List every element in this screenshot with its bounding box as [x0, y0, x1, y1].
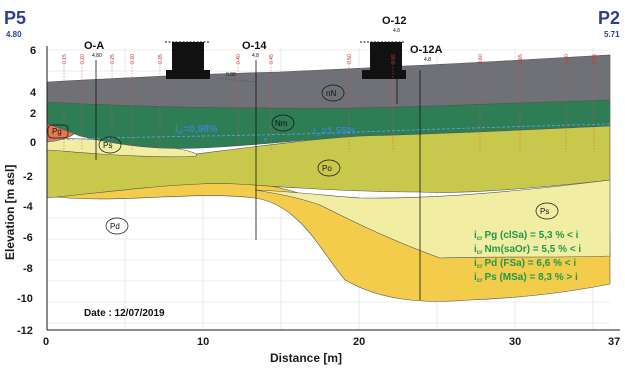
label-Pd: Pd	[110, 222, 120, 231]
red-values: 0.15 0.20 0.25 0.30 0.35 0.40 0.45 0.50 …	[62, 54, 598, 64]
y-tick: 0	[30, 137, 36, 149]
label-Ps-top: Ps	[103, 141, 112, 150]
y-tick: -10	[17, 293, 33, 305]
label-Po: Po	[322, 164, 332, 173]
red-value: 0.60	[478, 54, 484, 64]
y-tick: -8	[23, 263, 33, 275]
red-value: 0.50	[564, 54, 570, 64]
legend-line: icr Pd (FSa) = 6,6 % < i	[474, 258, 576, 270]
groundwater-line	[46, 123, 611, 141]
y-axis-label: Elevation [m asl]	[3, 165, 17, 260]
red-value: 0.25	[110, 54, 116, 64]
red-value: 0.65	[518, 54, 524, 64]
y-tick: -4	[23, 201, 34, 213]
date-label: Date : 12/07/2019	[84, 308, 165, 319]
x-tick: 30	[509, 336, 521, 348]
x-tick: 37	[608, 336, 620, 348]
structure-right	[360, 41, 406, 79]
red-value: 0.35	[158, 54, 164, 64]
y-tick: -12	[17, 325, 33, 337]
legend-line: icr Pg (clSa) = 5,3 % < i	[474, 230, 579, 242]
well-label-OA: O-A	[84, 40, 104, 52]
gradient-right: icr=1,55%	[313, 126, 356, 138]
layer-Po	[46, 124, 611, 199]
red-value: 0.55	[592, 54, 598, 64]
red-measure-lines	[63, 58, 595, 150]
endpoint-left-value: 4.80	[6, 30, 22, 39]
well-label-O14: O-14	[242, 40, 267, 52]
red-value: 0.30	[130, 54, 136, 64]
legend-line: icr Ps (MSa) = 8,3 % > i	[474, 272, 578, 284]
legend-line: icr Nm(saOr) = 5,5 % < i	[474, 244, 581, 256]
well-depth-marker	[215, 77, 257, 83]
legend: icr Pg (clSa) = 5,3 % < i icr Nm(saOr) = 5…	[474, 230, 581, 284]
endpoint-right-value: 5.71	[604, 30, 620, 39]
x-axis-label: Distance [m]	[270, 351, 342, 365]
layer-Ps-bottom	[254, 179, 611, 259]
x-tick: 0	[43, 336, 49, 348]
structure-left	[165, 41, 210, 79]
y-tick: 4	[30, 87, 37, 99]
label-Nm: Nm	[275, 119, 288, 128]
y-tick: 2	[30, 108, 36, 120]
axes	[46, 46, 620, 331]
endpoint-right-name: P2	[598, 8, 620, 28]
well-sub-O12A: 4.8	[424, 57, 431, 63]
layer-labels: nN Nm Pg Ps Po Pd Ps	[47, 84, 559, 235]
layer-nN	[46, 54, 611, 109]
water-table-icon: ▼	[262, 137, 269, 144]
label-Ps-bottom: Ps	[540, 207, 549, 216]
red-value: 0.45	[269, 54, 275, 64]
red-value: 0.15	[62, 54, 68, 64]
x-ticks: 0 10 20 30 37	[43, 336, 620, 348]
label-nN: nN	[326, 89, 336, 98]
red-value: 0.55	[391, 54, 397, 64]
y-tick: -6	[23, 232, 33, 244]
gradient-left: icr=0,98%	[175, 124, 218, 136]
well-label-O12A: O-12A	[410, 44, 442, 56]
well-label-O12: O-12	[382, 15, 406, 27]
x-tick: 10	[197, 336, 209, 348]
red-value: 0.50	[347, 54, 353, 64]
endpoint-left-name: P5	[4, 8, 26, 28]
y-ticks: 6 4 2 0 -2 -4 -6 -8 -10 -12	[17, 45, 37, 337]
well-sub-O12: 4.8	[393, 28, 400, 34]
red-value: 0.40	[236, 54, 242, 64]
x-tick: 20	[353, 336, 365, 348]
y-tick: 6	[30, 45, 36, 57]
well-depth-label: 0.80	[226, 72, 236, 78]
red-value: 0.20	[80, 54, 86, 64]
y-tick: -2	[23, 171, 33, 183]
label-Pg: Pg	[52, 127, 62, 136]
well-lines	[95, 60, 421, 300]
well-sub-OA: 4.80	[92, 53, 102, 59]
well-sub-O14: 4.8	[252, 53, 259, 59]
